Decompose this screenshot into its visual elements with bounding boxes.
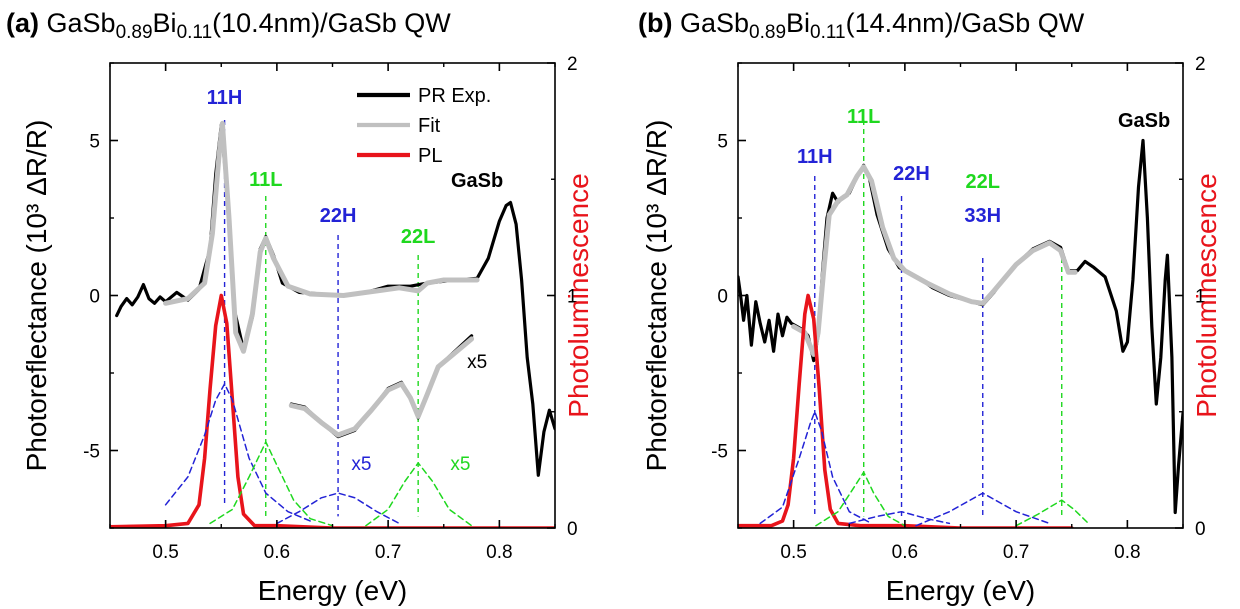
transition-label-11l: 11L (847, 106, 880, 128)
x-axis-label: Energy (eV) (886, 575, 1035, 606)
title-text-2: Bi (786, 8, 811, 38)
y-tick-label-left: 5 (717, 132, 728, 153)
scale-label-pr: x5 (467, 352, 487, 373)
component-22l (1015, 499, 1090, 527)
transition-label-22l: 22L (966, 171, 1000, 193)
series-pl (738, 293, 1074, 528)
transition-label-11h: 11H (207, 87, 243, 109)
chart-a: 0.5 0.6 0.7 0.8 5 0 -5 2 1 0 Energy (eV) Photorefle… (21, 54, 594, 606)
component-22l (365, 462, 473, 527)
y-tick-label-left: 0 (89, 287, 100, 308)
plot-area (738, 120, 1183, 528)
y-axis-label-right: Photoluminescence (563, 173, 594, 417)
y-tick-label-left: 5 (89, 132, 100, 153)
y-tick-label-left: -5 (711, 442, 728, 463)
x-tick-label: 0.8 (486, 542, 512, 563)
chart-b: 0.5 0.6 0.7 0.8 5 0 -5 2 1 0 Energy (eV) Photorefle… (641, 54, 1222, 606)
y-tick-label-right: 1 (567, 287, 578, 308)
x-tick-label: 0.5 (152, 542, 178, 563)
panel-title: (a) GaSb0.89Bi0.11(10.4nm)/GaSb QW (6, 8, 451, 42)
series-fit (288, 336, 475, 438)
legend-pr-label: PR Exp. (418, 85, 491, 107)
title-text-3: (14.4nm)/GaSb QW (845, 8, 1085, 38)
x-tick-label: 0.6 (892, 542, 918, 563)
title-text-2: Bi (152, 8, 177, 38)
y-tick-label-left: 0 (717, 287, 728, 308)
component-22h (276, 492, 400, 525)
transition-label-22h: 22H (893, 163, 930, 185)
plot-area (110, 120, 555, 528)
panel-b: (b) GaSb0.89Bi0.11(14.4nm)/GaSb QW 0.5 0.… (620, 0, 1240, 609)
panel-title: (b) GaSb0.89Bi0.11(14.4nm)/GaSb QW (638, 8, 1085, 42)
panel-label: (b) (638, 8, 673, 38)
series-fit (791, 164, 1078, 357)
x-tick-label: 0.6 (264, 542, 290, 563)
title-sub-1: 0.89 (749, 22, 787, 43)
transition-label-33h: 33H (964, 205, 1001, 227)
y-axis-label-left: Photoreflectance (10³ ΔR/R) (21, 120, 52, 472)
y-axis-label-left: Photoreflectance (10³ ΔR/R) (641, 120, 672, 472)
gasb-label: GaSb (1118, 110, 1170, 132)
y-tick-label-right: 0 (1195, 519, 1206, 540)
legend-pl-label: PL (418, 145, 442, 167)
x-tick-label: 0.8 (1114, 542, 1140, 563)
x-tick-label: 0.5 (780, 542, 806, 563)
component-11h (759, 411, 873, 525)
y-tick-label-right: 1 (1195, 287, 1206, 308)
y-tick-label-right: 2 (1195, 54, 1206, 75)
panel-a: (a) GaSb0.89Bi0.11(10.4nm)/GaSb QW 0.5 0.… (6, 8, 594, 606)
panel-label: (a) (6, 8, 39, 38)
x-tick-label: 0.7 (1003, 542, 1029, 563)
title-sub-2: 0.11 (176, 22, 213, 43)
y-tick-label-right: 2 (567, 54, 578, 75)
legend-fit-label: Fit (418, 115, 441, 137)
x-axis-label: Energy (eV) (258, 575, 407, 606)
series-pl (110, 293, 555, 528)
y-axis-label-right: Photoluminescence (1191, 173, 1222, 417)
scale-label-22h: x5 (351, 454, 371, 475)
transition-label-22l: 22L (401, 226, 435, 248)
y-tick-label-left: -5 (83, 442, 100, 463)
y-tick-label-right: 0 (567, 519, 578, 540)
transition-label-11h: 11H (797, 146, 833, 168)
title-text-1: GaSb (46, 8, 116, 38)
x-tick-label: 0.7 (375, 542, 401, 563)
gasb-label: GaSb (451, 170, 503, 192)
transition-label-11l: 11L (249, 169, 282, 191)
series-fit (163, 120, 480, 354)
title-sub-2: 0.11 (810, 22, 846, 43)
component-11l (815, 471, 906, 527)
component-11l (209, 441, 334, 527)
title-text-1: GaSb (680, 8, 750, 38)
component-33h (915, 492, 1051, 527)
component-11h (164, 383, 312, 522)
title-sub-1: 0.89 (115, 22, 153, 43)
title-text-3: (10.4nm)/GaSb QW (212, 8, 451, 38)
transition-label-22h: 22H (320, 205, 357, 227)
scale-label-22l: x5 (450, 454, 470, 475)
component-22h (848, 510, 951, 525)
